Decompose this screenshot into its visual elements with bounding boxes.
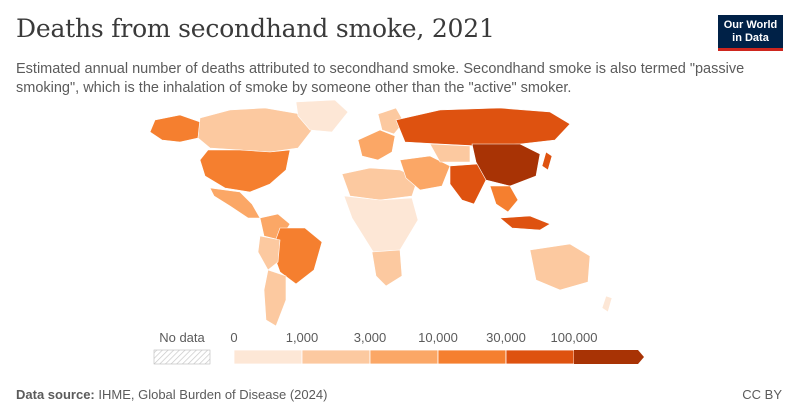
- legend-swatch-3: [437, 349, 507, 365]
- legend-no-data-label: No data: [159, 330, 205, 345]
- legend-swatch-5: [574, 350, 644, 364]
- country-indonesia[interactable]: [499, 215, 551, 231]
- region-southern-africa[interactable]: [371, 249, 403, 287]
- legend-tick-0: 0: [230, 330, 237, 345]
- country-alaska[interactable]: [149, 114, 201, 143]
- country-peru[interactable]: [257, 235, 281, 271]
- country-mexico[interactable]: [209, 187, 261, 219]
- color-legend: No data 0 1,000 3,000 10,000 30,000 100,…: [153, 330, 644, 365]
- legend-tick-4: 30,000: [486, 330, 526, 345]
- legend-swatch-2: [369, 349, 439, 365]
- country-new-zealand[interactable]: [601, 295, 613, 313]
- region-middle-east[interactable]: [399, 155, 451, 191]
- legend-swatch-0: [233, 349, 303, 365]
- country-usa[interactable]: [199, 149, 291, 193]
- country-greenland[interactable]: [295, 100, 349, 133]
- chart-subtitle: Estimated annual number of deaths attrib…: [16, 61, 745, 96]
- data-source-text[interactable]: IHME, Global Burden of Disease (2024): [98, 387, 328, 402]
- legend-tick-1: 1,000: [286, 330, 319, 345]
- legend-no-data-swatch: [153, 349, 211, 365]
- country-japan[interactable]: [541, 151, 553, 171]
- country-argentina[interactable]: [263, 269, 287, 327]
- legend-swatch-4: [505, 349, 575, 365]
- owid-logo[interactable]: Our World in Data: [718, 15, 783, 51]
- region-north-africa[interactable]: [341, 167, 419, 201]
- license[interactable]: CC BY: [742, 387, 782, 402]
- country-canada[interactable]: [197, 107, 313, 153]
- country-russia[interactable]: [395, 107, 571, 147]
- data-source: Data source: IHME, Global Burden of Dise…: [16, 387, 327, 402]
- legend-swatch-1: [301, 349, 371, 365]
- logo-line-1: Our World: [723, 19, 778, 31]
- region-southeast-asia[interactable]: [489, 185, 519, 213]
- data-source-label: Data source:: [16, 387, 95, 402]
- country-australia[interactable]: [529, 243, 591, 291]
- region-western-europe[interactable]: [357, 129, 396, 161]
- logo-line-2: in Data: [732, 32, 769, 44]
- legend-tick-3: 10,000: [418, 330, 458, 345]
- region-central-asia[interactable]: [429, 143, 471, 163]
- country-china[interactable]: [471, 143, 541, 187]
- legend-tick-2: 3,000: [354, 330, 387, 345]
- legend-tick-5: 100,000: [551, 330, 598, 345]
- world-map[interactable]: [100, 100, 680, 340]
- chart-title: Deaths from secondhand smoke, 2021: [16, 14, 495, 43]
